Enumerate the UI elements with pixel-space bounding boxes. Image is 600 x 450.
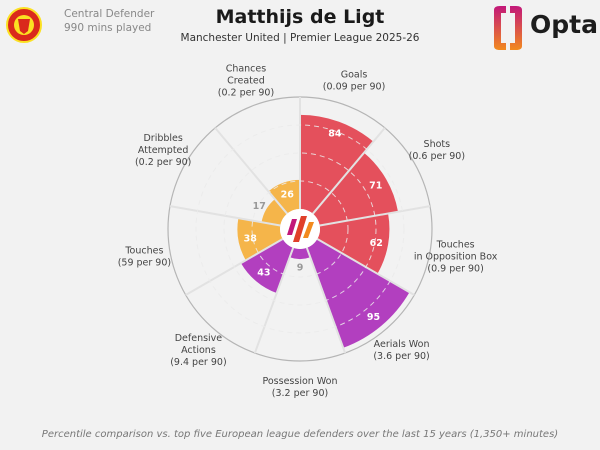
category-rate: (0.2 per 90) [218,88,274,99]
category-rate: (0.2 per 90) [135,157,191,168]
bar-goals [300,114,374,214]
category-label: Shots(0.6 per 90) [409,139,465,162]
grid-ring [195,124,405,334]
category-label: Defensive Actions(9.4 per 90) [170,333,226,368]
bar-defensive-actions [240,239,294,294]
bar-aerials-won [306,239,410,348]
category-label: Chances Created(0.2 per 90) [218,64,274,99]
opta-wordmark: Opta [530,10,598,39]
club-crest-logo [6,7,42,43]
category-rate: (3.6 per 90) [373,351,429,362]
category-name: Dribbles Attempted [138,133,189,156]
category-name: Chances Created [226,64,267,87]
category-name: Goals [341,70,368,81]
bar-touches-in-opposition-box [317,213,390,274]
category-label: Touches in Opposition Box(0.9 per 90) [414,239,498,274]
opta-center-icon [287,216,314,242]
value-label: 17 [253,201,266,212]
spoke-line [169,205,281,227]
value-label: 84 [328,129,342,140]
page-title: Matthijs de Ligt [215,6,385,28]
category-name: Aerials Won [374,339,430,350]
value-label: 26 [281,190,295,201]
category-name: Shots [424,139,451,150]
value-label: 95 [367,312,380,323]
category-rate: (3.2 per 90) [272,388,328,399]
category-name: Possession Won [262,376,337,387]
minutes-text: 990 mins played [64,22,152,34]
value-label: 43 [257,268,270,279]
opta-logo [494,6,522,50]
footnote: Percentile comparison vs. top five Europ… [41,429,559,440]
spoke-line [312,127,386,215]
category-label: Touches(59 per 90) [118,245,171,268]
bar-chances-created [268,179,300,214]
value-label: 71 [369,181,382,192]
category-name: Defensive Actions [175,333,223,356]
category-label: Dribbles Attempted(0.2 per 90) [135,133,191,168]
category-rate: (0.09 per 90) [323,82,385,93]
spoke-line [214,127,288,215]
category-name: Touches in Opposition Box [414,239,498,262]
grid-ring [251,180,349,278]
category-label: Aerials Won(3.6 per 90) [373,339,429,362]
player-meta: Central Defender 990 mins played [64,7,154,35]
value-label: 9 [297,263,304,274]
category-rate: (0.9 per 90) [427,263,483,274]
category-name: Touches [124,245,163,256]
bar-dribbles-attempted [261,199,288,226]
category-label: Goals(0.09 per 90) [323,70,385,93]
position-text: Central Defender [64,8,155,20]
grid-ring [223,152,377,306]
category-label: Possession Won(3.2 per 90) [262,376,337,399]
category-rate: (9.4 per 90) [170,357,226,368]
bar-shots [312,152,399,226]
subtitle: Manchester United | Premier League 2025-… [180,32,420,44]
value-label: 62 [370,238,383,249]
value-label: 38 [244,233,258,244]
bar-possession-won [289,247,311,260]
bar-touches [237,218,283,261]
category-rate: (59 per 90) [118,257,171,268]
category-rate: (0.6 per 90) [409,151,465,162]
